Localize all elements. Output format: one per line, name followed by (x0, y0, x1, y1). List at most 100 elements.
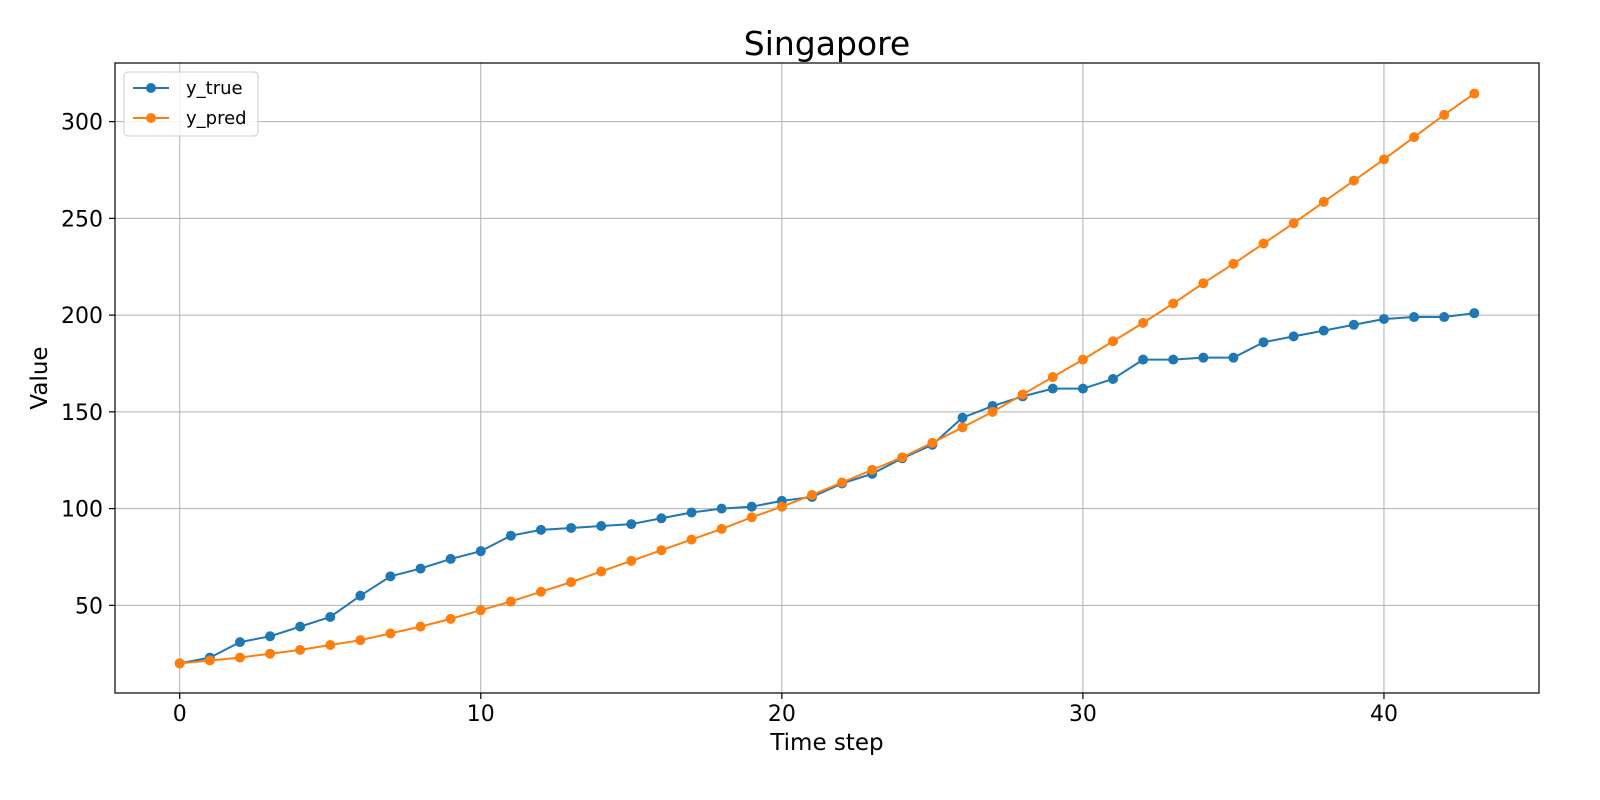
data-point-y_pred (867, 464, 878, 475)
data-point-y_pred (385, 628, 396, 639)
data-point-y_pred (806, 490, 817, 501)
data-point-y_pred (1348, 175, 1359, 186)
y-axis: 50 100 150 200 250 300 (61, 111, 115, 619)
data-point-y_pred (897, 452, 908, 463)
legend-item-y_pred: y_pred (133, 108, 247, 129)
data-point-y_pred (1288, 218, 1299, 229)
y-tick-label: 300 (61, 111, 103, 136)
data-point-y_true (355, 590, 366, 601)
x-tick-label: 0 (173, 702, 187, 727)
data-point-y_pred (295, 644, 306, 655)
data-point-y_pred (325, 640, 336, 651)
data-point-y_pred (1108, 336, 1119, 347)
data-point-y_pred (1168, 298, 1179, 309)
y-tick-label: 50 (75, 594, 103, 619)
data-point-y_pred (686, 534, 697, 545)
data-point-y_pred (596, 566, 607, 577)
data-point-y_pred (355, 635, 366, 646)
data-point-y_pred (505, 596, 516, 607)
data-point-y_pred (1017, 389, 1028, 400)
data-point-y_true (234, 637, 245, 648)
series-layer (174, 88, 1480, 669)
data-point-y_pred (927, 437, 938, 448)
data-point-y_pred (535, 586, 546, 597)
data-point-y_pred (445, 613, 456, 624)
data-point-y_true (1228, 352, 1239, 363)
data-point-y_pred (776, 501, 787, 512)
data-point-y_true (716, 503, 727, 514)
data-point-y_pred (204, 655, 215, 666)
legend-label: y_pred (186, 108, 247, 129)
data-point-y_true (385, 571, 396, 582)
data-point-y_true (1108, 373, 1119, 384)
data-point-y_true (475, 546, 486, 557)
data-point-y_true (445, 553, 456, 564)
data-point-y_pred (174, 658, 185, 669)
data-point-y_true (1168, 354, 1179, 365)
data-point-y_pred (837, 477, 848, 488)
data-point-y_pred (746, 512, 757, 523)
data-point-y_pred (1258, 238, 1269, 249)
legend: y_true y_pred (123, 71, 259, 137)
data-point-y_true (626, 519, 637, 530)
data-point-y_pred (415, 621, 426, 632)
data-point-y_pred (1228, 258, 1239, 269)
data-point-y_pred (1047, 372, 1058, 383)
series-line-y_true (179, 312, 1475, 665)
legend-item-y_true: y_true (133, 78, 243, 99)
data-point-y_true (1378, 313, 1389, 324)
x-tick-label: 10 (467, 702, 495, 727)
x-tick-label: 40 (1370, 702, 1398, 727)
data-point-y_pred (1318, 196, 1329, 207)
data-point-y_true (957, 412, 968, 423)
y-tick-label: 200 (61, 304, 103, 329)
data-point-y_true (325, 611, 336, 622)
data-point-y_true (1258, 337, 1269, 348)
data-point-y_true (566, 522, 577, 533)
data-point-y_true (656, 513, 667, 524)
data-point-y_true (1077, 383, 1088, 394)
data-point-y_pred (1378, 154, 1389, 165)
legend-marker (146, 113, 156, 123)
data-point-y_true (686, 507, 697, 518)
y-axis-title: Value (27, 346, 53, 409)
data-point-y_true (1439, 312, 1450, 323)
x-tick-label: 30 (1069, 702, 1097, 727)
x-tick-label: 20 (768, 702, 796, 727)
data-point-y_true (295, 621, 306, 632)
x-axis-title: Time step (769, 730, 883, 756)
series-line-y_pred (179, 92, 1475, 665)
data-point-y_true (1138, 354, 1149, 365)
data-point-y_true (1198, 352, 1209, 363)
data-point-y_true (1047, 383, 1058, 394)
data-point-y_pred (1138, 317, 1149, 328)
data-point-y_pred (656, 545, 667, 556)
legend-marker (146, 83, 156, 93)
data-point-y_pred (566, 577, 577, 588)
data-point-y_true (1288, 331, 1299, 342)
series-y_pred (174, 88, 1480, 669)
data-point-y_true (415, 563, 426, 574)
data-point-y_true (1469, 308, 1480, 319)
data-point-y_true (265, 631, 276, 642)
plot-area-frame (114, 62, 1540, 694)
data-point-y_pred (1439, 109, 1450, 120)
data-point-y_true (1348, 319, 1359, 330)
y-tick-label: 250 (61, 207, 103, 232)
y-tick-label: 150 (61, 401, 103, 426)
data-point-y_pred (987, 406, 998, 417)
data-point-y_true (505, 530, 516, 541)
data-point-y_true (1318, 325, 1329, 336)
x-axis: 0 10 20 30 40 (173, 693, 1398, 727)
data-point-y_pred (1469, 88, 1480, 99)
data-point-y_true (535, 524, 546, 535)
data-point-y_true (1409, 312, 1420, 323)
series-y_true (174, 308, 1480, 669)
y-tick-label: 100 (61, 498, 103, 523)
data-point-y_pred (957, 422, 968, 433)
data-point-y_pred (1198, 278, 1209, 289)
data-point-y_pred (234, 652, 245, 663)
data-point-y_pred (1409, 132, 1420, 143)
